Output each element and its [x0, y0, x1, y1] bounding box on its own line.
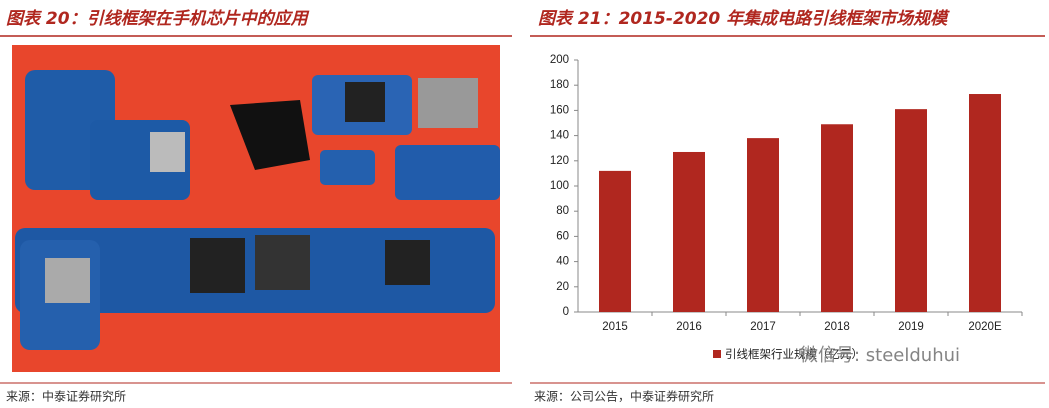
watermark: 微信号: steelduhui [800, 345, 960, 366]
legend-swatch [713, 350, 721, 358]
chart-title: 图表 21：2015-2020 年集成电路引线框架市场规模 [538, 9, 950, 29]
y-tick-label: 120 [550, 155, 569, 167]
bar [747, 138, 779, 312]
x-tick-label: 2016 [676, 321, 702, 333]
y-tick-label: 0 [563, 306, 569, 318]
x-tick-label: 2015 [602, 321, 628, 333]
x-tick-label: 2020E [968, 321, 1002, 333]
y-tick-label: 60 [556, 230, 569, 242]
y-tick-label: 40 [556, 256, 569, 268]
y-tick-label: 200 [550, 54, 569, 66]
photo [12, 45, 500, 372]
chart-source: 来源：公司公告，中泰证券研究所 [534, 389, 714, 404]
y-tick-label: 140 [550, 130, 569, 142]
y-tick-label: 180 [550, 79, 569, 91]
x-tick-label: 2019 [898, 321, 924, 333]
figure-title: 图表 20：引线框架在手机芯片中的应用 [6, 9, 310, 29]
y-tick-label: 80 [556, 205, 569, 217]
legend-label: 引线框架行业规模（亿元） [725, 347, 863, 361]
bar [821, 124, 853, 312]
bar [969, 94, 1001, 313]
x-tick-label: 2018 [824, 321, 850, 333]
x-tick-label: 2017 [750, 321, 776, 333]
bar [673, 151, 705, 312]
figure-source: 来源：中泰证券研究所 [6, 389, 126, 404]
y-tick-label: 20 [556, 281, 569, 293]
y-tick-label: 100 [550, 180, 569, 192]
bar [599, 170, 631, 312]
y-tick-label: 160 [550, 104, 569, 116]
bar [895, 109, 927, 312]
